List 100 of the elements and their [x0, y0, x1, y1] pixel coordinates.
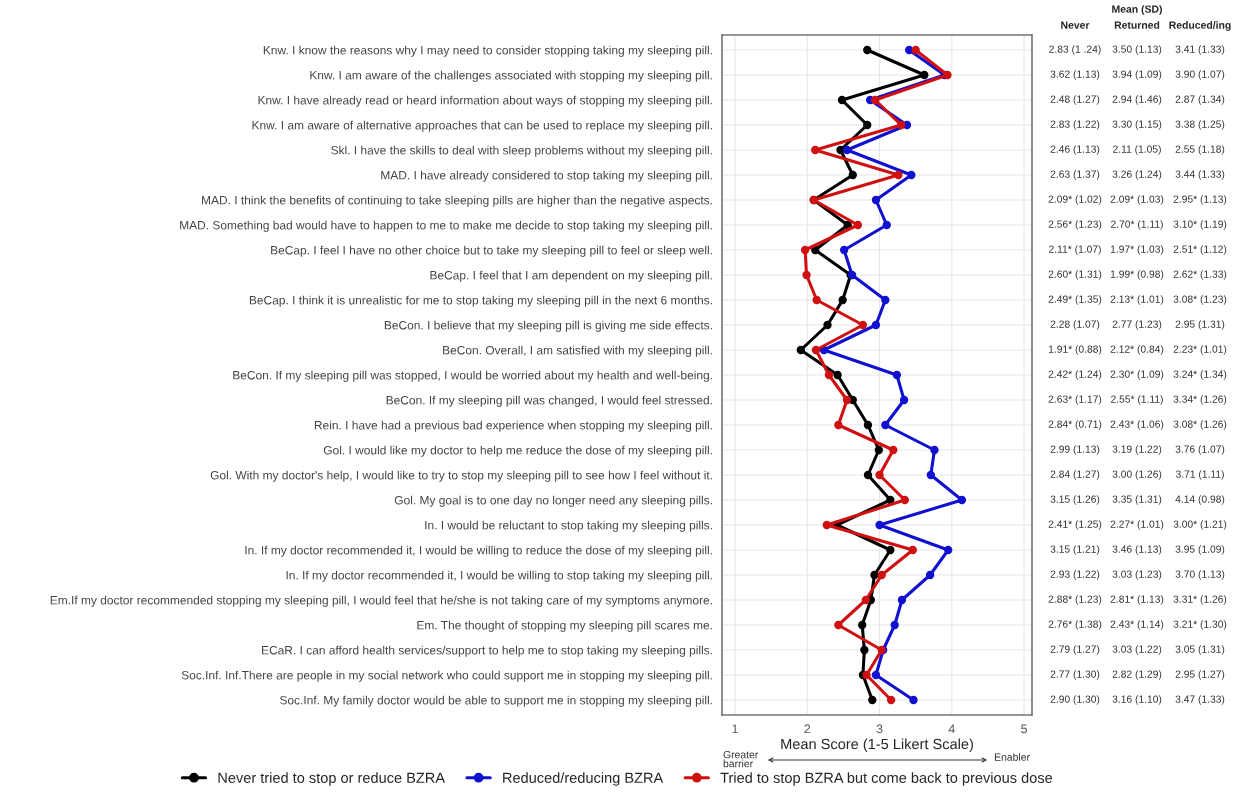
text: 3.15 (1.26) — [1050, 495, 1100, 505]
text: 3.03 (1.22) — [1112, 645, 1162, 655]
point — [863, 45, 872, 55]
point — [882, 220, 891, 230]
point — [889, 445, 898, 455]
text: 2.63 (1.37) — [1050, 170, 1100, 180]
text: 2.83 (1.22) — [1050, 120, 1100, 130]
y-tick-label: MAD. I have already considered to stop taking my sleeping pill. — [381, 170, 712, 182]
point — [823, 320, 832, 330]
x-tick-label: 5 — [1021, 724, 1027, 734]
text: 2.49* (1.35) — [1048, 295, 1102, 305]
text: 2.99 (1.13) — [1050, 445, 1100, 455]
text: 2.82 (1.29) — [1112, 670, 1162, 680]
point — [860, 645, 869, 655]
text: 3.15 (1.21) — [1050, 545, 1100, 555]
point — [920, 70, 929, 80]
point — [881, 295, 890, 305]
text: 2.63* (1.17) — [1048, 395, 1102, 405]
y-tick-label: Em.If my doctor recommended stopping my sleeping pill, I would feel that he/she is not taking care of my symptoms anymore. — [50, 595, 712, 607]
y-tick-label: ECaR. I can afford health services/support to help me to stop taking my sleeping pills. — [262, 645, 712, 657]
point — [877, 570, 886, 580]
text: 3.00* (1.21) — [1173, 520, 1227, 530]
point — [926, 470, 935, 480]
text: 3.34* (1.26) — [1173, 395, 1227, 405]
point — [886, 695, 896, 705]
text: 3.70 (1.13) — [1175, 570, 1225, 580]
y-tick-label: Rein. I have had a previous bad experience when stopping my sleeping pill. — [314, 420, 712, 432]
text: 3.41 (1.33) — [1175, 45, 1225, 55]
text: 3.30 (1.15) — [1112, 120, 1162, 130]
point — [834, 420, 843, 430]
text: 2.84* (0.71) — [1048, 420, 1102, 430]
x-tick-label: 1 — [732, 724, 738, 734]
text: Reduced/ing — [1169, 21, 1231, 31]
text: 3.94 (1.09) — [1112, 70, 1162, 80]
point — [890, 620, 899, 630]
text: 3.05 (1.31) — [1175, 645, 1225, 655]
point — [862, 670, 871, 680]
x-axis-title: Mean Score (1-5 Likert Scale) — [781, 738, 973, 753]
text: 2.42* (1.24) — [1048, 370, 1102, 380]
point — [899, 395, 909, 405]
y-tick-label: Skl. I have the skills to deal with sleep problems without my sleeping pill. — [331, 145, 712, 157]
y-tick-label: Gol. My goal is to one day no longer need any sleeping pills. — [394, 495, 712, 507]
point — [800, 245, 810, 255]
point — [886, 545, 895, 555]
text: 3.95 (1.09) — [1175, 545, 1225, 555]
point — [824, 370, 834, 380]
text: 2.30* (1.09) — [1110, 370, 1164, 380]
text: 2.12* (0.84) — [1110, 345, 1164, 355]
y-tick-label: BeCon. I believe that my sleeping pill is giving me side effects. — [384, 320, 712, 332]
y-tick-label: In. If my doctor recommended it, I would be willing to reduce the dose of my sleeping pill. — [245, 545, 712, 557]
text: 2.88* (1.23) — [1048, 595, 1102, 605]
text: 3.03 (1.23) — [1112, 570, 1162, 580]
text: 2.95 (1.27) — [1175, 670, 1225, 680]
text: 2.94 (1.46) — [1112, 95, 1162, 105]
text: 3.08* (1.23) — [1173, 295, 1227, 305]
point — [900, 495, 909, 505]
point — [909, 695, 918, 705]
y-tick-label: In. I would be reluctant to stop taking my sleeping pills. — [425, 520, 712, 532]
y-tick-label: Em. The thought of stopping my sleeping pill scares me. — [417, 620, 712, 632]
text: 2.09* (1.03) — [1110, 195, 1164, 205]
point — [871, 195, 881, 205]
text: 1.97* (1.03) — [1110, 245, 1164, 255]
y-tick-label: Knw. I have already read or heard information about ways of stopping my sleeping pill. — [258, 95, 712, 107]
point — [822, 520, 831, 530]
point — [833, 370, 842, 380]
point — [838, 295, 847, 305]
y-tick-label: Soc.Inf. Inf.There are people in my social network who could support me in stopping my sleeping pill. — [181, 670, 712, 682]
y-tick-label: BeCon. Overall, I am satisfied with my sleeping pill. — [443, 345, 712, 357]
y-tick-label: BeCap. I feel that I am dependent on my sleeping pill. — [430, 270, 712, 282]
point — [897, 595, 907, 605]
point — [802, 270, 811, 280]
point — [837, 95, 847, 105]
text: 2.48 (1.27) — [1050, 95, 1100, 105]
text: 2.41* (1.25) — [1048, 520, 1102, 530]
legend-label: Tried to stop BZRA but come back to previous dose — [720, 772, 1053, 786]
text: 2.83 (1 .24) — [1049, 45, 1101, 55]
point — [875, 520, 884, 530]
point — [842, 395, 852, 405]
point — [881, 420, 890, 430]
text: 3.35 (1.31) — [1112, 495, 1162, 505]
point — [925, 570, 935, 580]
text: 3.24* (1.34) — [1173, 370, 1227, 380]
text: 2.43* (1.06) — [1110, 420, 1164, 430]
text: 3.50 (1.13) — [1112, 45, 1162, 55]
text: 3.26 (1.24) — [1112, 170, 1162, 180]
text: 1.91* (0.88) — [1048, 345, 1102, 355]
text: 2.11 (1.05) — [1113, 145, 1161, 155]
text: 2.13* (1.01) — [1110, 295, 1164, 305]
text: 3.21* (1.30) — [1173, 620, 1227, 630]
text: Enabler — [994, 753, 1030, 761]
point — [944, 545, 953, 555]
text: Greater barrier — [723, 750, 759, 768]
point — [858, 320, 868, 330]
point — [796, 345, 805, 355]
x-tick-label: 2 — [804, 724, 811, 734]
text: 2.28 (1.07) — [1050, 320, 1100, 330]
point — [863, 420, 873, 430]
text: 3.38 (1.25) — [1175, 120, 1225, 130]
point — [839, 245, 849, 255]
point — [892, 370, 902, 380]
